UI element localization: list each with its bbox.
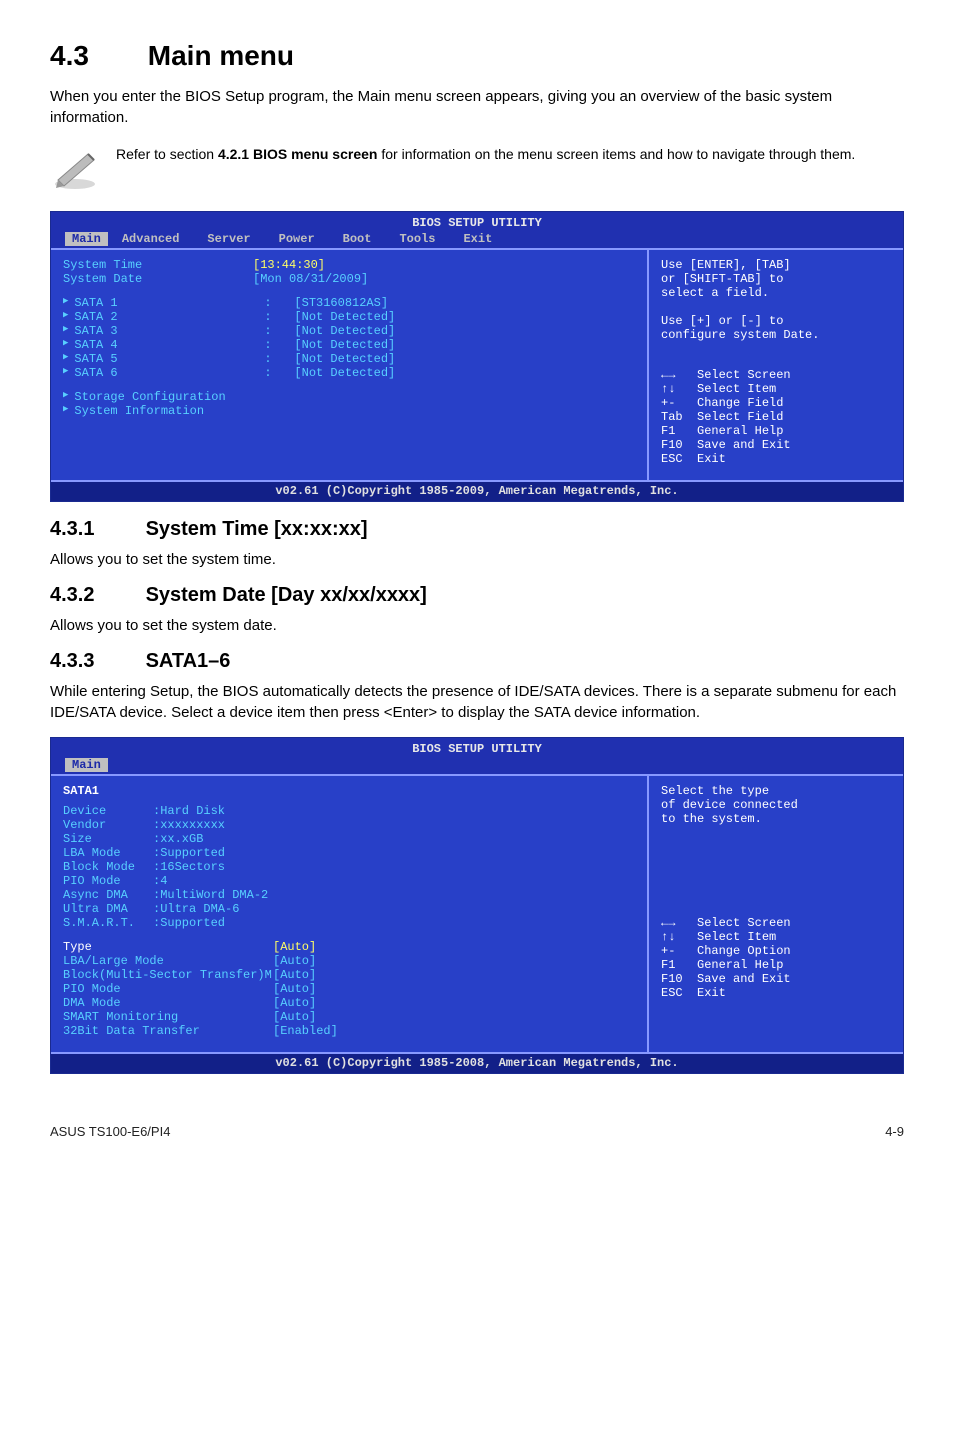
bios-key-legend: ←→ Select Screen ↑↓ Select Item +- Chang… <box>661 368 891 466</box>
tab-exit[interactable]: Exit <box>449 232 506 246</box>
subheading-433: 4.3.3 SATA1–6 <box>50 650 904 673</box>
field-32bit-transfer[interactable]: 32Bit Data Transfer [Enabled] <box>63 1024 635 1038</box>
section-number: 4.3 <box>50 40 89 71</box>
tab-power[interactable]: Power <box>265 232 329 246</box>
tab-server[interactable]: Server <box>193 232 264 246</box>
section-title: Main menu <box>148 40 294 71</box>
bios2-key-legend: ←→ Select Screen ↑↓ Select Item +- Chang… <box>661 916 891 1000</box>
footer-right: 4-9 <box>885 1124 904 1139</box>
tab-main[interactable]: Main <box>65 232 108 246</box>
bios2-copyright: v02.61 (C)Copyright 1985-2008, American … <box>51 1052 903 1073</box>
field-lba-large[interactable]: LBA/Large Mode [Auto] <box>63 954 635 968</box>
submenu-sata3[interactable]: SATA 3 : [Not Detected] <box>63 324 635 338</box>
subheading-431: 4.3.1 System Time [xx:xx:xx] <box>50 518 904 541</box>
submenu-system-info[interactable]: System Information <box>63 404 635 418</box>
field-system-date[interactable]: System Date [Mon 08/31/2009] <box>63 272 635 286</box>
bios-title: BIOS SETUP UTILITY <box>51 212 903 230</box>
bios-tab-bar: Main Advanced Server Power Boot Tools Ex… <box>51 230 903 248</box>
subheading-432: 4.3.2 System Date [Day xx/xx/xxxx] <box>50 584 904 607</box>
submenu-sata6[interactable]: SATA 6 : [Not Detected] <box>63 366 635 380</box>
note-block: Refer to section 4.2.1 BIOS menu screen … <box>50 142 904 197</box>
submenu-sata4[interactable]: SATA 4 : [Not Detected] <box>63 338 635 352</box>
bios2-title: BIOS SETUP UTILITY <box>51 738 903 756</box>
sub-body-431: Allows you to set the system time. <box>50 549 904 570</box>
bios2-tab-bar: Main <box>51 756 903 774</box>
bios-help-text: Use [ENTER], [TAB] or [SHIFT-TAB] to sel… <box>661 258 891 342</box>
footer-left: ASUS TS100-E6/PI4 <box>50 1124 170 1139</box>
field-block-transfer[interactable]: Block(Multi-Sector Transfer)M [Auto] <box>63 968 635 982</box>
field-pio-mode[interactable]: PIO Mode [Auto] <box>63 982 635 996</box>
page-footer: ASUS TS100-E6/PI4 4-9 <box>50 1124 904 1139</box>
field-smart-mon[interactable]: SMART Monitoring [Auto] <box>63 1010 635 1024</box>
bios2-help-text: Select the type of device connected to t… <box>661 784 891 826</box>
bios2-tab-main[interactable]: Main <box>65 758 108 772</box>
bios-screenshot-main: BIOS SETUP UTILITY Main Advanced Server … <box>50 211 904 502</box>
bios-screenshot-sata: BIOS SETUP UTILITY Main SATA1 Device:Har… <box>50 737 904 1074</box>
tab-tools[interactable]: Tools <box>385 232 449 246</box>
submenu-sata1[interactable]: SATA 1 : [ST3160812AS] <box>63 296 635 310</box>
tab-advanced[interactable]: Advanced <box>108 232 194 246</box>
submenu-sata5[interactable]: SATA 5 : [Not Detected] <box>63 352 635 366</box>
field-system-time[interactable]: System Time [13:44:30] <box>63 258 635 272</box>
field-type[interactable]: Type [Auto] <box>63 940 635 954</box>
field-dma-mode[interactable]: DMA Mode [Auto] <box>63 996 635 1010</box>
bios2-heading: SATA1 <box>63 784 635 798</box>
submenu-sata2[interactable]: SATA 2 : [Not Detected] <box>63 310 635 324</box>
pencil-note-icon <box>50 142 100 197</box>
sub-body-432: Allows you to set the system date. <box>50 615 904 636</box>
intro-paragraph: When you enter the BIOS Setup program, t… <box>50 86 904 128</box>
section-heading: 4.3 Main menu <box>50 40 904 72</box>
sub-body-433: While entering Setup, the BIOS automatic… <box>50 681 904 723</box>
submenu-storage-config[interactable]: Storage Configuration <box>63 390 635 404</box>
tab-boot[interactable]: Boot <box>329 232 386 246</box>
note-text: Refer to section 4.2.1 BIOS menu screen … <box>116 142 855 165</box>
bios-copyright: v02.61 (C)Copyright 1985-2009, American … <box>51 480 903 501</box>
